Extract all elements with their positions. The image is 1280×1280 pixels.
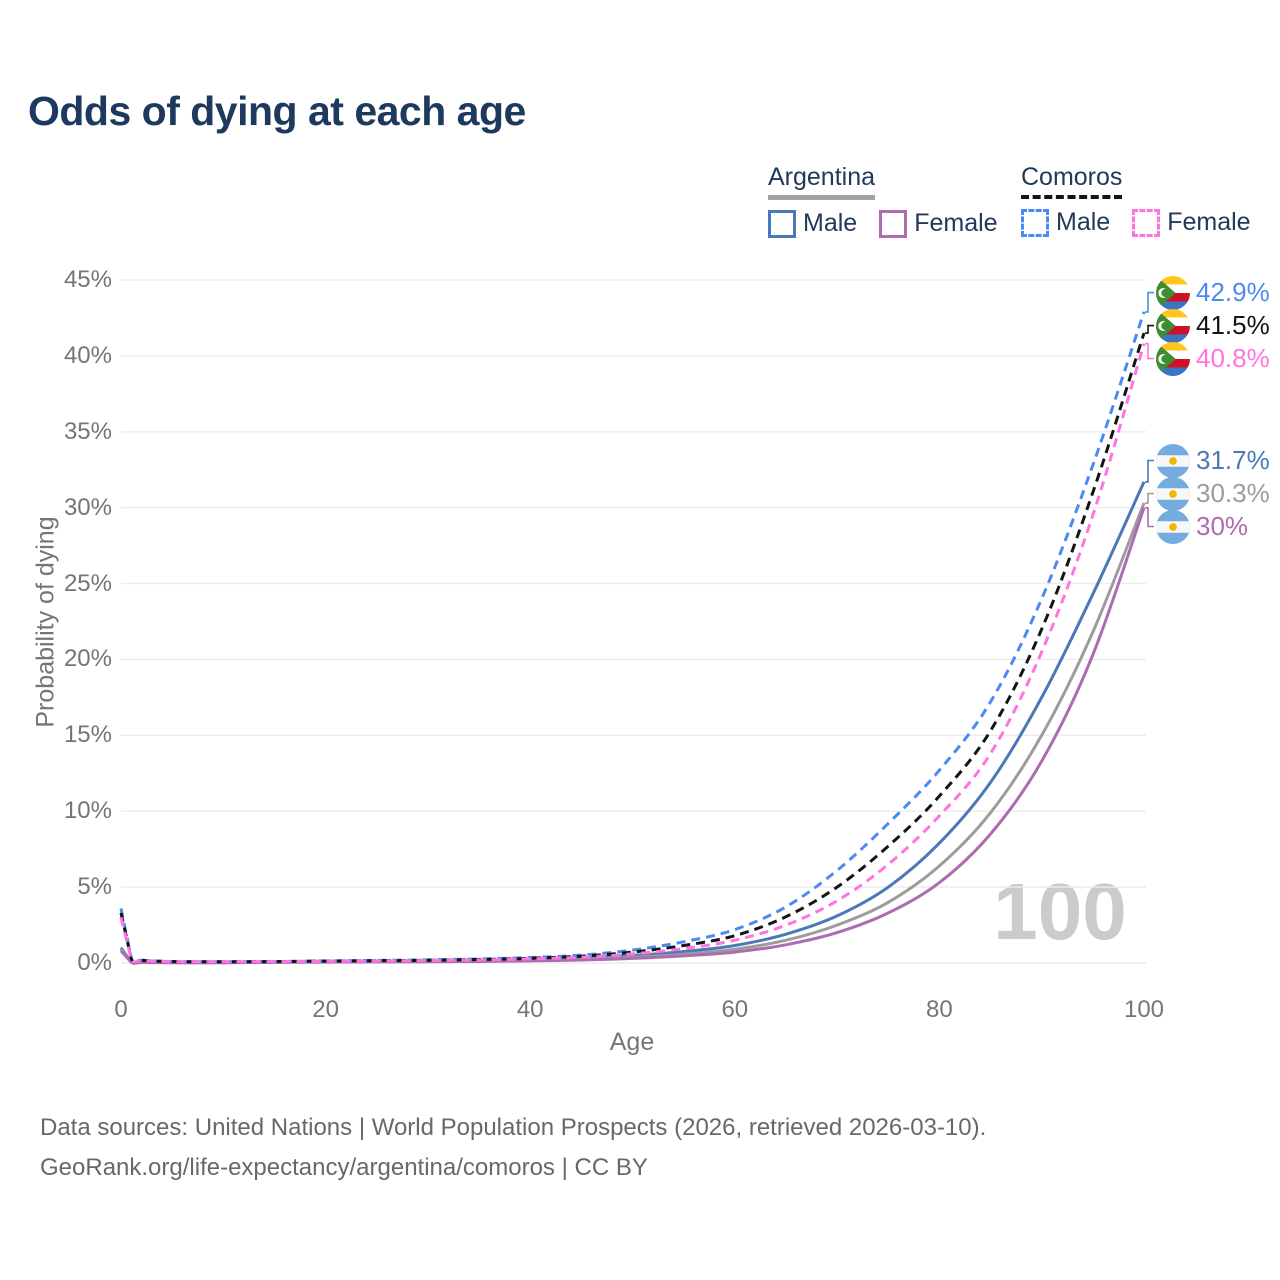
series-line-comoros-both-sexes[interactable] (119, 332, 1146, 964)
legend-group-argentina: Argentina Male Female (768, 163, 1020, 238)
x-tick-label: 20 (312, 996, 339, 1023)
age-watermark: 100 (993, 867, 1127, 956)
legend-group-comoros: Comoros Male Female (1021, 163, 1273, 237)
end-label-comoros-female[interactable]: 40.8% (1156, 341, 1270, 376)
series-line-comoros-female[interactable] (119, 343, 1146, 964)
legend-item-comoros-male[interactable]: Male (1021, 208, 1110, 237)
end-value: 30.3% (1196, 478, 1270, 509)
comoros-flag-icon (1156, 341, 1190, 376)
legend-item-argentina-female[interactable]: Female (879, 209, 998, 238)
end-label-connector (1145, 492, 1154, 504)
legend-item-argentina-male[interactable]: Male (768, 209, 857, 238)
x-tick-label: 80 (926, 996, 953, 1023)
end-label-argentina-male[interactable]: 31.7% (1156, 443, 1270, 478)
x-tick-label: 0 (114, 996, 128, 1023)
x-axis-title: Age (609, 1028, 655, 1056)
data-source-line: Data sources: United Nations | World Pop… (40, 1114, 987, 1141)
end-label-connector (1145, 459, 1154, 483)
end-label-connector (1145, 506, 1154, 528)
legend-item-label: Male (1056, 208, 1111, 236)
end-label-connector (1145, 342, 1154, 360)
y-tick-label: 40% (63, 341, 112, 369)
end-label-argentina-both-sexes[interactable]: 30.3% (1156, 476, 1270, 511)
legend-swatch-icon (768, 209, 796, 238)
comoros-flag-icon (1156, 308, 1190, 343)
y-tick-label: 30% (63, 493, 112, 521)
end-value: 42.9% (1196, 277, 1270, 308)
end-value: 41.5% (1196, 310, 1270, 341)
legend-item-label: Male (803, 209, 858, 237)
legend-item-label: Female (914, 209, 998, 237)
series-line-argentina-male[interactable] (119, 481, 1146, 965)
legend-country-label: Argentina (768, 163, 876, 200)
end-label-connector (1145, 291, 1154, 313)
legend-country-label: Comoros (1021, 163, 1123, 199)
x-tick-label: 60 (721, 996, 749, 1023)
legend-swatch-icon (879, 209, 908, 238)
y-tick-label: 10% (63, 797, 112, 825)
end-label-comoros-both-sexes[interactable]: 41.5% (1156, 308, 1270, 343)
end-label-comoros-male[interactable]: 42.9% (1156, 275, 1270, 310)
end-value: 31.7% (1196, 445, 1270, 476)
argentina-flag-icon (1156, 509, 1190, 544)
y-tick-label: 15% (63, 721, 112, 749)
end-value: 40.8% (1196, 343, 1270, 374)
argentina-flag-icon (1156, 476, 1190, 511)
x-tick-label: 40 (516, 996, 544, 1023)
argentina-flag-icon (1156, 443, 1190, 478)
legend-item-comoros-female[interactable]: Female (1132, 208, 1251, 237)
legend-swatch-icon (1021, 208, 1049, 237)
y-tick-label: 25% (63, 569, 112, 597)
x-tick-label: 100 (1123, 996, 1165, 1023)
footer: Data sources: United Nations | World Pop… (40, 1108, 986, 1188)
series-line-comoros-male[interactable] (119, 311, 1146, 964)
end-label-connector (1145, 324, 1154, 334)
page-title: Odds of dying at each age (28, 88, 526, 134)
y-tick-label: 35% (63, 417, 112, 445)
comoros-flag-icon (1156, 275, 1190, 310)
series-line-argentina-both-sexes[interactable] (119, 502, 1146, 965)
y-tick-label: 45% (63, 266, 112, 293)
y-tick-label: 5% (77, 873, 112, 901)
y-tick-label: 20% (63, 645, 112, 673)
legend-swatch-icon (1132, 208, 1161, 237)
legend-item-label: Female (1167, 208, 1251, 236)
end-label-argentina-female[interactable]: 30% (1156, 509, 1249, 544)
y-tick-label: 0% (77, 949, 112, 976)
attribution-line: GeoRank.org/life-expectancy/argentina/co… (40, 1154, 648, 1181)
end-value: 30% (1196, 511, 1249, 542)
